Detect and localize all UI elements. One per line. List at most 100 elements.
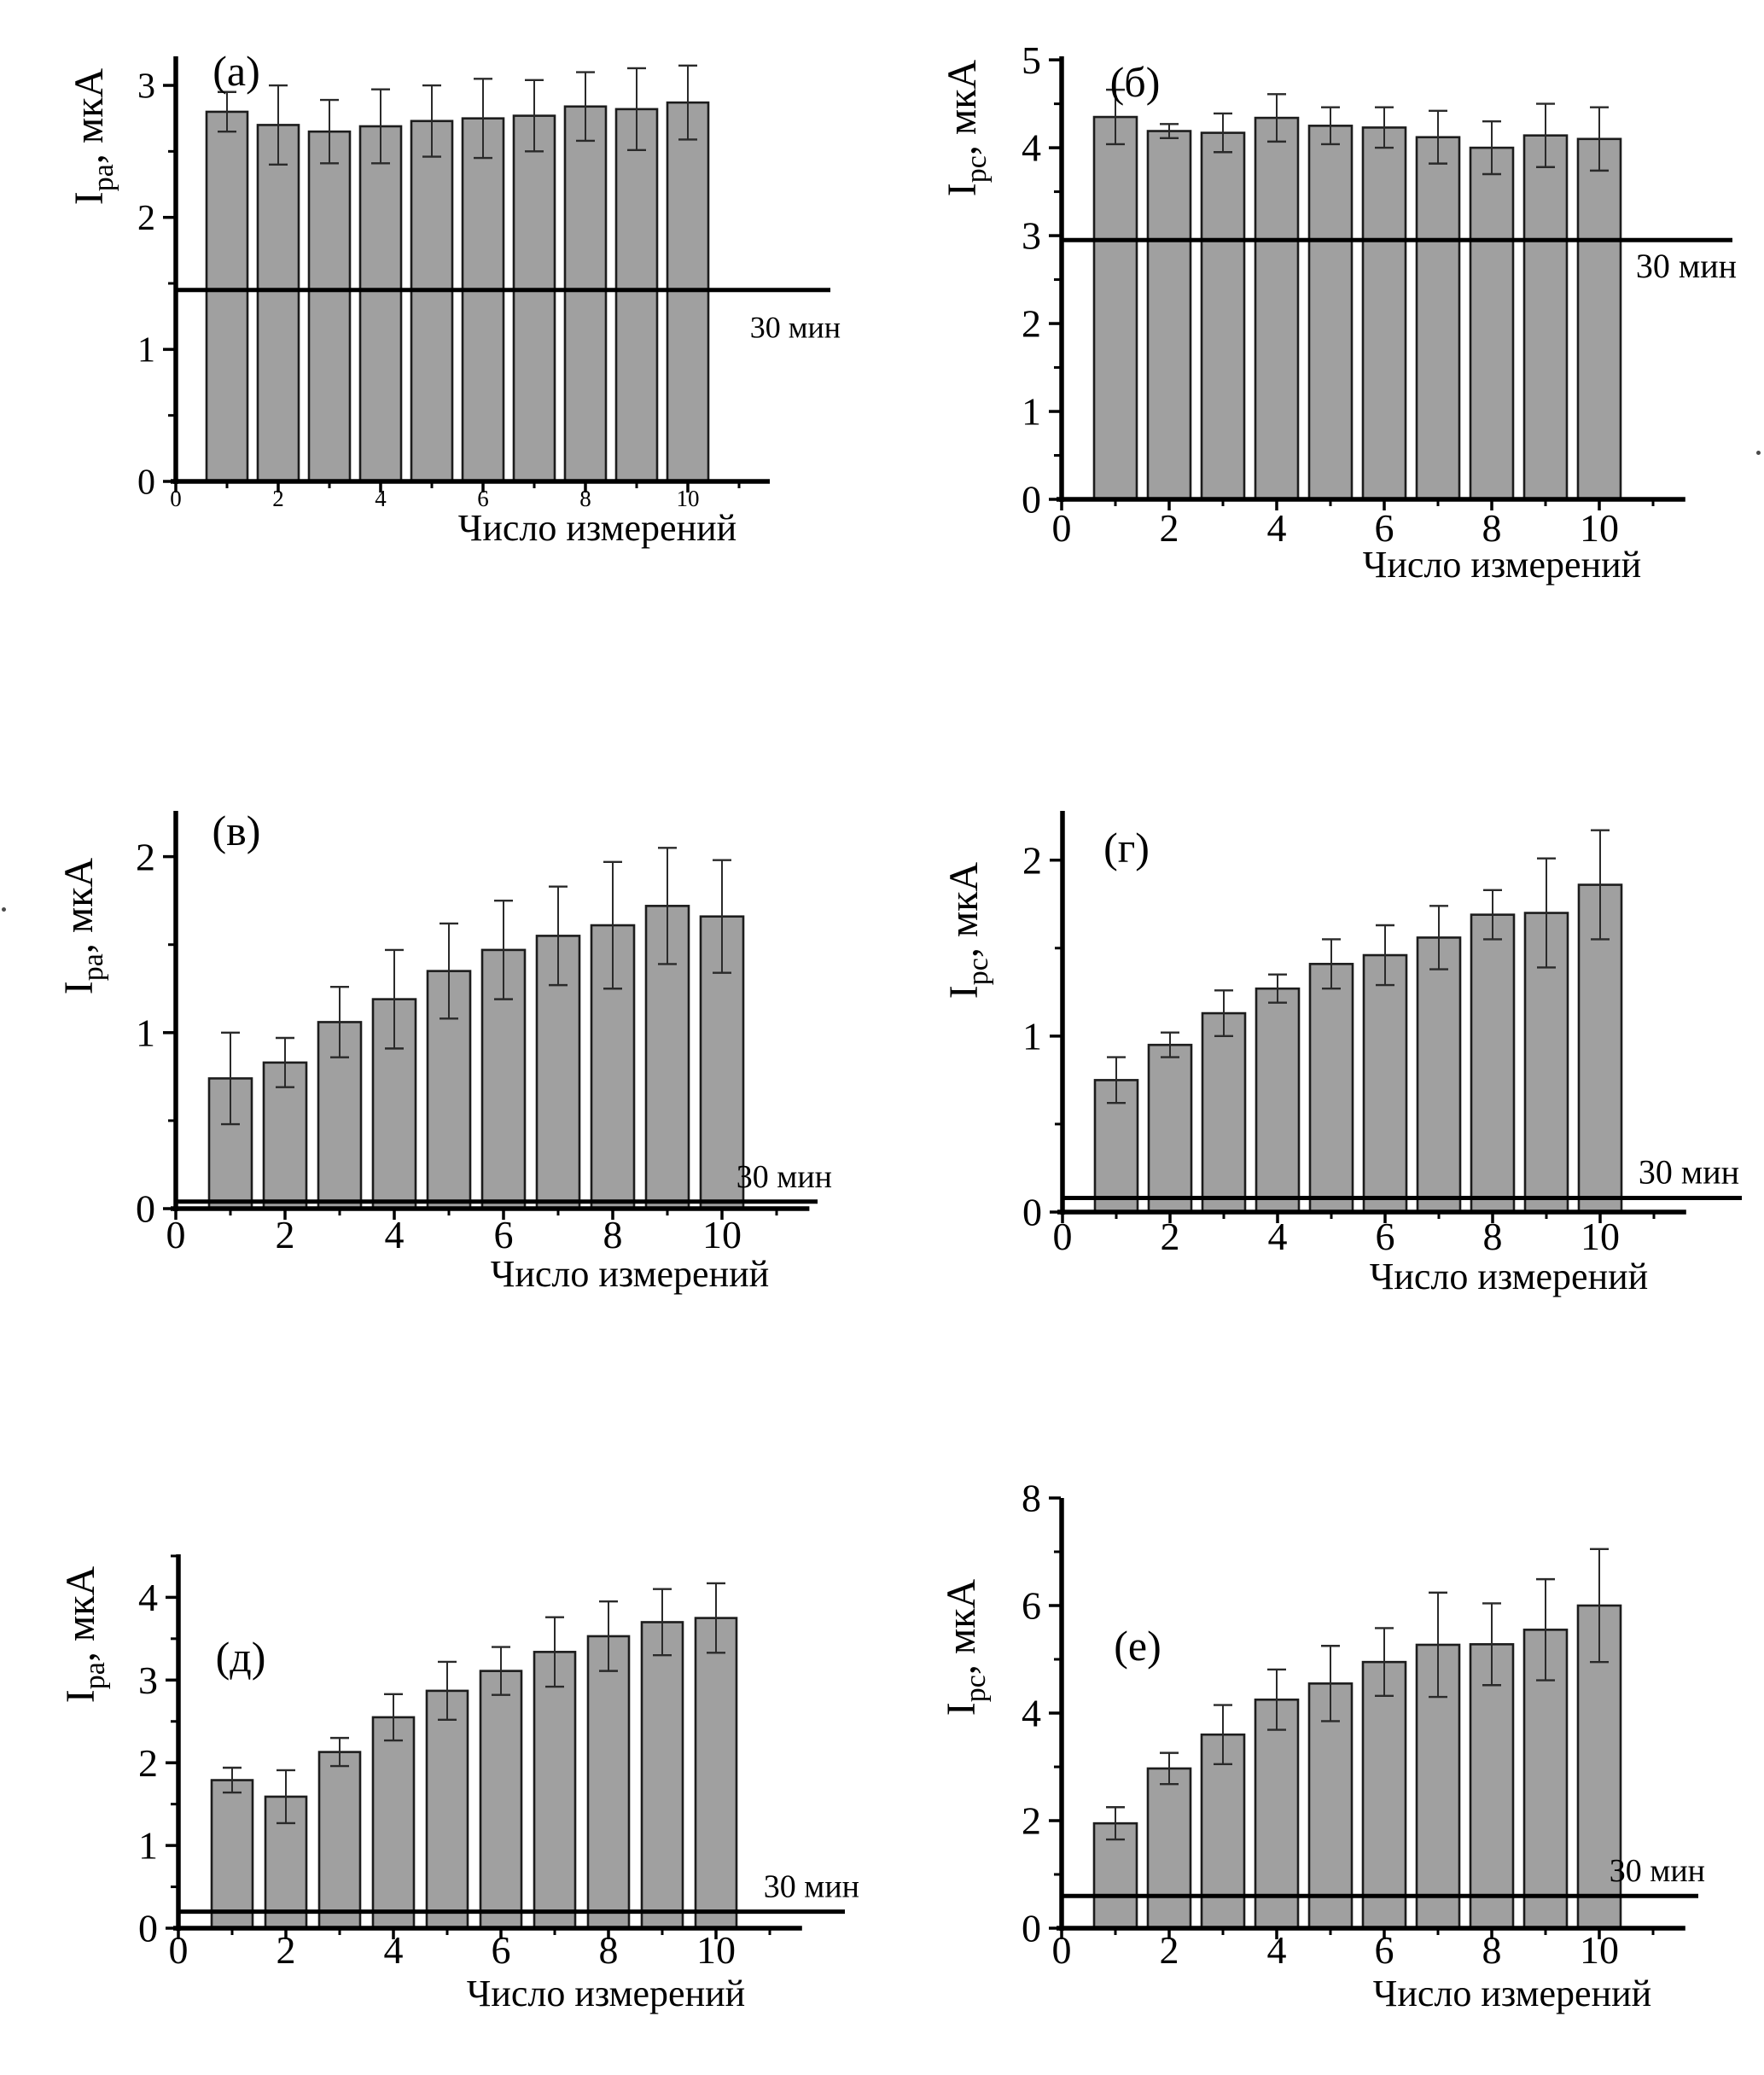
x-tick-label: 2 xyxy=(276,1213,295,1256)
x-tick-label: 6 xyxy=(492,1928,511,1972)
y-tick-label: 2 xyxy=(137,199,155,238)
bar xyxy=(694,1617,738,1930)
y-axis-label: Ipa, мкА xyxy=(67,67,119,205)
y-tick-label: 1 xyxy=(136,1011,155,1054)
bar xyxy=(1416,936,1462,1214)
bar xyxy=(1470,913,1516,1214)
chart-panel-a: 30 мин 0 1 2 3 0 2 4 6 8 10 Число измерений Ipa, мкА… xyxy=(0,0,879,597)
x-tick-label: 0 xyxy=(169,1928,189,1972)
y-tick-label: 4 xyxy=(1022,126,1041,170)
chart-panel-v: 30 мин 0 1 2 0 2 4 6 8 10 Число измерений Ipa, мкА (… xyxy=(0,726,879,1340)
x-tick-label: 8 xyxy=(603,1213,623,1256)
x-tick-label: 6 xyxy=(1376,1215,1395,1258)
x-tick-label: 2 xyxy=(1160,506,1179,550)
x-tick-label: 6 xyxy=(477,486,489,511)
bar xyxy=(1576,137,1622,501)
x-axis-label: Число измерений xyxy=(458,507,736,549)
panel-label: (г) xyxy=(1103,824,1150,871)
reference-line-label: 30 мин xyxy=(1636,247,1737,285)
chart-panel-b: 30 мин 0 1 2 3 4 5 0 2 4 6 8 10 Число измерений Ipc, м… xyxy=(879,0,1764,597)
y-axis-label: Ipc, мкА xyxy=(940,59,993,196)
y-tick-label: 1 xyxy=(1022,1014,1042,1058)
bar xyxy=(563,105,608,483)
y-axis-label: Ipa, мкА xyxy=(56,857,109,994)
y-tick-label: 2 xyxy=(138,1741,158,1785)
bar xyxy=(1522,134,1569,501)
bar xyxy=(1308,963,1354,1214)
bar xyxy=(210,1779,254,1930)
bar xyxy=(425,1689,469,1930)
bar xyxy=(317,1751,362,1930)
y-tick-label: 4 xyxy=(138,1576,158,1619)
bar xyxy=(1469,146,1515,501)
reference-line-label: 30 мин xyxy=(764,1869,859,1905)
x-tick-label: 0 xyxy=(1052,506,1072,550)
bar xyxy=(1362,953,1408,1214)
x-tick-label: 2 xyxy=(1160,1928,1179,1972)
x-tick-label: 10 xyxy=(696,1928,736,1972)
x-tick-label: 0 xyxy=(1053,1215,1073,1258)
x-tick-label: 4 xyxy=(384,1928,404,1972)
bar xyxy=(640,1621,684,1930)
y-tick-label: 2 xyxy=(136,835,155,878)
scan-artifact-dot xyxy=(1756,451,1761,455)
bar xyxy=(479,1670,523,1930)
y-tick-label: 3 xyxy=(137,67,155,106)
bar xyxy=(358,125,403,483)
y-tick-label: 0 xyxy=(138,1907,158,1950)
y-tick-label: 0 xyxy=(1022,478,1041,522)
y-axis-label: Ipa, мкА xyxy=(58,1565,111,1703)
bar xyxy=(410,119,454,483)
y-tick-label: 0 xyxy=(136,1187,155,1231)
chart-panel-d: 30 мин 0 1 2 3 4 0 2 4 6 8 10 Число измерений Ipa, мк… xyxy=(0,1451,879,2075)
bar xyxy=(461,117,505,483)
panel-label: (а) xyxy=(212,47,260,95)
x-tick-label: 8 xyxy=(599,1928,619,1972)
bar xyxy=(1146,1767,1192,1930)
bar xyxy=(1361,1660,1407,1930)
y-tick-label: 2 xyxy=(1022,302,1041,346)
x-axis-label: Число измерений xyxy=(491,1253,769,1295)
y-tick-label: 3 xyxy=(138,1658,158,1702)
x-tick-label: 6 xyxy=(494,1213,514,1256)
bar xyxy=(1415,136,1461,501)
bar xyxy=(1307,125,1354,501)
panel-label: (д) xyxy=(216,1633,266,1681)
panel-label: (в) xyxy=(212,807,261,854)
y-tick-label: 2 xyxy=(1022,1799,1041,1843)
x-tick-label: 10 xyxy=(1580,1928,1619,1972)
y-tick-label: 3 xyxy=(1022,214,1041,258)
bar xyxy=(1469,1643,1515,1930)
y-tick-label: 1 xyxy=(1022,390,1041,434)
bar xyxy=(205,110,249,483)
reference-line-label: 30 мин xyxy=(1639,1153,1739,1192)
x-tick-label: 2 xyxy=(277,1928,296,1972)
bar xyxy=(1092,115,1138,501)
scan-artifact-dot xyxy=(2,907,6,912)
x-tick-label: 6 xyxy=(1375,506,1394,550)
y-tick-label: 1 xyxy=(137,331,155,370)
x-tick-label: 8 xyxy=(1482,506,1502,550)
bar xyxy=(512,114,556,483)
y-tick-label: 0 xyxy=(137,463,155,502)
x-tick-label: 8 xyxy=(1482,1928,1502,1972)
x-tick-label: 2 xyxy=(1161,1215,1180,1258)
x-tick-label: 8 xyxy=(579,486,591,511)
bar xyxy=(533,1651,577,1930)
y-tick-label: 6 xyxy=(1022,1584,1041,1628)
bar xyxy=(1254,116,1300,501)
x-tick-label: 8 xyxy=(1483,1215,1503,1258)
x-tick-label: 4 xyxy=(1268,1215,1288,1258)
chart-panel-e: 30 мин 0 2 4 6 8 0 2 4 6 8 10 Число измерений Ipc, мк… xyxy=(879,1451,1764,2075)
x-tick-label: 10 xyxy=(1580,506,1619,550)
bar xyxy=(1361,126,1407,501)
x-tick-label: 10 xyxy=(702,1213,742,1256)
bar xyxy=(1255,987,1301,1214)
y-axis-label: Ipc, мкА xyxy=(939,1578,992,1716)
x-tick-label: 4 xyxy=(1267,1928,1287,1972)
chart-panel-g: 30 мин 0 1 2 0 2 4 6 8 10 Число измерений Ipc, мкА (… xyxy=(879,726,1764,1340)
bar xyxy=(256,124,300,483)
